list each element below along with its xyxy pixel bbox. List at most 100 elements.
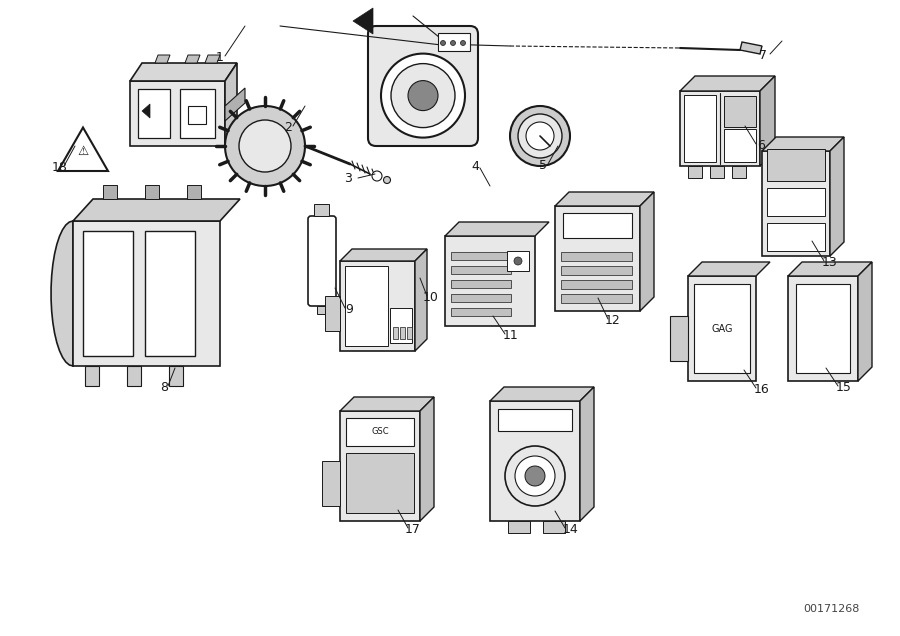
Circle shape bbox=[391, 64, 455, 128]
Polygon shape bbox=[187, 185, 201, 199]
Bar bbox=[400, 327, 405, 339]
Text: 13: 13 bbox=[822, 256, 837, 269]
Text: 15: 15 bbox=[835, 381, 851, 394]
Polygon shape bbox=[322, 461, 340, 506]
Polygon shape bbox=[445, 222, 549, 236]
Polygon shape bbox=[185, 55, 200, 63]
Circle shape bbox=[372, 171, 382, 181]
Bar bbox=[561, 252, 632, 261]
Polygon shape bbox=[762, 151, 830, 256]
Polygon shape bbox=[180, 89, 215, 138]
Bar bbox=[451, 294, 511, 302]
Polygon shape bbox=[420, 397, 434, 521]
Circle shape bbox=[510, 106, 570, 166]
Circle shape bbox=[408, 81, 438, 111]
Bar bbox=[498, 409, 572, 431]
Polygon shape bbox=[325, 296, 340, 331]
Text: 4: 4 bbox=[472, 160, 479, 173]
Bar bbox=[688, 166, 702, 178]
Circle shape bbox=[381, 53, 465, 137]
Polygon shape bbox=[762, 137, 844, 151]
Polygon shape bbox=[680, 76, 775, 91]
Text: 16: 16 bbox=[753, 383, 770, 396]
Bar bbox=[543, 521, 565, 533]
Text: 7: 7 bbox=[760, 49, 767, 62]
Text: 9: 9 bbox=[346, 303, 354, 316]
Circle shape bbox=[525, 466, 545, 486]
Polygon shape bbox=[138, 89, 170, 138]
Text: 2: 2 bbox=[284, 121, 292, 134]
Circle shape bbox=[383, 177, 391, 184]
Polygon shape bbox=[73, 221, 220, 366]
Polygon shape bbox=[555, 192, 654, 206]
Polygon shape bbox=[830, 137, 844, 256]
Bar bbox=[796, 284, 850, 373]
Bar bbox=[314, 204, 329, 216]
Bar bbox=[694, 284, 750, 373]
Circle shape bbox=[518, 114, 562, 158]
Polygon shape bbox=[640, 192, 654, 311]
Text: ⚠: ⚠ bbox=[77, 144, 88, 158]
Text: 5: 5 bbox=[539, 159, 547, 172]
Polygon shape bbox=[58, 127, 108, 171]
Bar bbox=[451, 266, 511, 274]
Polygon shape bbox=[580, 387, 594, 521]
Circle shape bbox=[451, 41, 455, 46]
Polygon shape bbox=[788, 276, 858, 381]
Polygon shape bbox=[340, 397, 434, 411]
Bar bbox=[563, 213, 632, 238]
Bar bbox=[451, 280, 511, 288]
Polygon shape bbox=[127, 366, 141, 386]
Polygon shape bbox=[205, 55, 220, 63]
Bar bbox=[393, 327, 398, 339]
Polygon shape bbox=[340, 261, 415, 351]
Polygon shape bbox=[130, 81, 225, 146]
Polygon shape bbox=[415, 249, 427, 351]
Text: 6: 6 bbox=[757, 139, 765, 152]
Circle shape bbox=[505, 446, 565, 506]
Circle shape bbox=[225, 106, 305, 186]
Bar bbox=[83, 231, 133, 356]
Bar bbox=[317, 306, 327, 314]
Bar bbox=[451, 252, 511, 260]
Polygon shape bbox=[169, 366, 183, 386]
Polygon shape bbox=[155, 55, 170, 63]
Circle shape bbox=[526, 122, 554, 150]
Polygon shape bbox=[340, 411, 420, 521]
Polygon shape bbox=[85, 366, 99, 386]
Polygon shape bbox=[490, 401, 580, 521]
Text: 8: 8 bbox=[160, 382, 168, 394]
Circle shape bbox=[461, 41, 465, 46]
Circle shape bbox=[514, 257, 522, 265]
Polygon shape bbox=[145, 185, 159, 199]
Text: 10: 10 bbox=[423, 291, 438, 305]
Text: 17: 17 bbox=[405, 523, 421, 536]
Bar bbox=[767, 149, 825, 181]
FancyBboxPatch shape bbox=[368, 26, 478, 146]
Polygon shape bbox=[760, 76, 775, 166]
Circle shape bbox=[440, 41, 445, 46]
Bar bbox=[684, 95, 716, 162]
Bar bbox=[767, 188, 825, 216]
Polygon shape bbox=[740, 42, 762, 54]
Circle shape bbox=[515, 456, 555, 496]
Bar bbox=[407, 327, 412, 339]
Bar bbox=[561, 266, 632, 275]
Polygon shape bbox=[103, 185, 117, 199]
Bar bbox=[345, 266, 388, 346]
Polygon shape bbox=[788, 262, 872, 276]
Polygon shape bbox=[680, 91, 760, 166]
Polygon shape bbox=[555, 206, 640, 311]
Polygon shape bbox=[445, 236, 535, 326]
Text: 12: 12 bbox=[605, 314, 620, 328]
Bar bbox=[724, 96, 756, 127]
Bar bbox=[561, 280, 632, 289]
Text: 14: 14 bbox=[562, 523, 578, 536]
Text: 1: 1 bbox=[215, 51, 223, 64]
Bar bbox=[767, 223, 825, 251]
Text: 3: 3 bbox=[345, 172, 352, 185]
Polygon shape bbox=[670, 316, 688, 361]
Polygon shape bbox=[353, 8, 373, 34]
Bar bbox=[451, 308, 511, 316]
Bar bbox=[507, 251, 529, 271]
